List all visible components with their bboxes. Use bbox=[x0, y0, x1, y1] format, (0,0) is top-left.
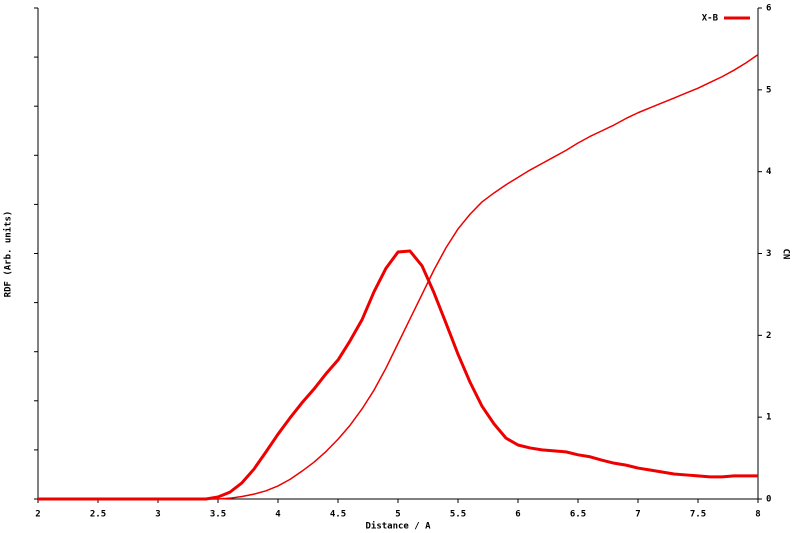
x-tick-label: 7 bbox=[635, 510, 640, 520]
y2-tick-label: 3 bbox=[766, 249, 771, 259]
legend-label: X-B bbox=[702, 14, 719, 24]
x-tick-label: 2 bbox=[35, 510, 40, 520]
data-line bbox=[38, 54, 759, 500]
x-tick-label: 2.5 bbox=[90, 510, 106, 520]
y2-tick-label: 5 bbox=[766, 85, 771, 95]
x-tick-label: 3 bbox=[155, 510, 160, 520]
x-tick-label: 5 bbox=[395, 510, 400, 520]
y-axis-label: RDF (Arb. units) bbox=[3, 211, 14, 298]
y2-tick-label: 0 bbox=[766, 495, 771, 505]
data-line bbox=[38, 249, 758, 501]
x-tick-label: 6.5 bbox=[570, 510, 586, 520]
y2-tick-label: 2 bbox=[766, 331, 771, 341]
x-tick-label: 4 bbox=[275, 510, 281, 520]
x-tick-label: 4.5 bbox=[330, 510, 346, 520]
y2-tick-label: 1 bbox=[766, 413, 771, 423]
y2-tick-label: 4 bbox=[766, 167, 772, 177]
y2-tick-label: 6 bbox=[766, 4, 771, 14]
x-tick-label: 8 bbox=[755, 510, 760, 520]
x-tick-label: 6 bbox=[515, 510, 520, 520]
x-tick-label: 7.5 bbox=[690, 510, 706, 520]
x-axis-label: Distance / A bbox=[365, 521, 431, 532]
x-tick-label: 5.5 bbox=[450, 510, 466, 520]
x-tick-label: 3.5 bbox=[210, 510, 226, 520]
y2-axis-label: CN bbox=[781, 249, 791, 260]
